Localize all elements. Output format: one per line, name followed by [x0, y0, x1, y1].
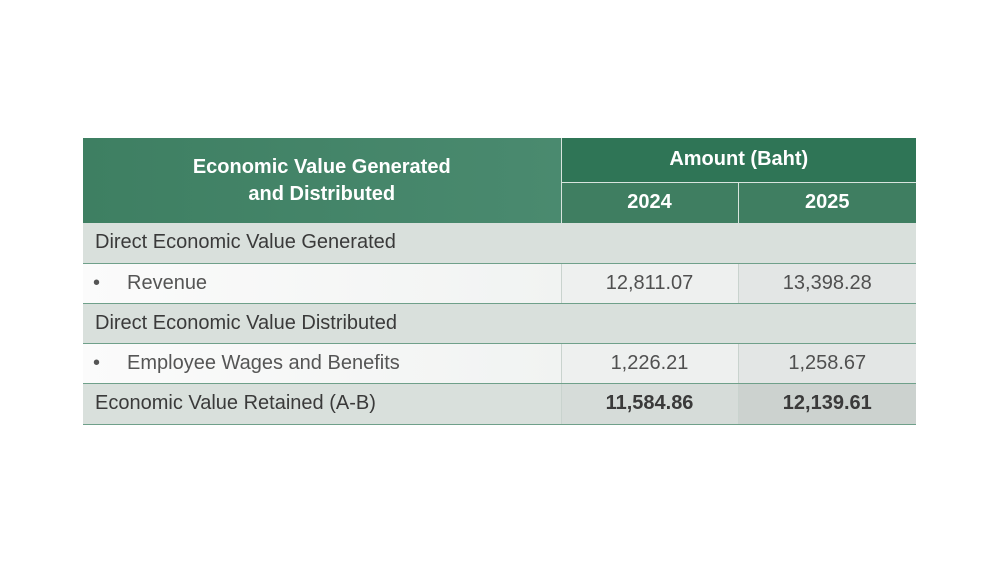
- section-row-distributed: Direct Economic Value Distributed: [83, 303, 917, 344]
- value-2024: 1,226.21: [561, 343, 739, 384]
- total-value-2025: 12,139.61: [738, 383, 917, 426]
- row-label: Revenue: [127, 271, 208, 294]
- row-label-cell: • Revenue: [83, 263, 562, 304]
- year-header-2024: 2024: [561, 182, 739, 223]
- amount-header: Amount (Baht): [561, 138, 917, 183]
- table-title-line2: and Distributed: [248, 182, 396, 205]
- total-label: Economic Value Retained (A-B): [83, 383, 562, 426]
- row-label-cell: • Employee Wages and Benefits: [83, 343, 562, 384]
- table-row-total: Economic Value Retained (A-B) 11,584.86 …: [83, 383, 917, 426]
- economic-value-table: Economic Value Generated and Distributed…: [83, 138, 917, 426]
- table-title-line1: Economic Value Generated: [192, 155, 451, 178]
- value-2025: 13,398.28: [738, 263, 917, 304]
- section-label: Direct Economic Value Distributed: [83, 303, 917, 344]
- section-row-generated: Direct Economic Value Generated: [83, 223, 917, 264]
- year-header-2025: 2025: [738, 182, 917, 223]
- total-value-2024: 11,584.86: [561, 383, 739, 426]
- table-row-wages: • Employee Wages and Benefits 1,226.21 1,…: [83, 343, 917, 384]
- value-2024: 12,811.07: [561, 263, 739, 304]
- table-row-revenue: • Revenue 12,811.07 13,398.28: [83, 263, 917, 304]
- row-label: Employee Wages and Benefits: [127, 351, 400, 374]
- table-title-header: Economic Value Generated and Distributed: [83, 138, 562, 223]
- section-label: Direct Economic Value Generated: [83, 223, 917, 264]
- value-2025: 1,258.67: [738, 343, 917, 384]
- bullet-marker: •: [93, 351, 101, 374]
- bullet-marker: •: [93, 271, 101, 294]
